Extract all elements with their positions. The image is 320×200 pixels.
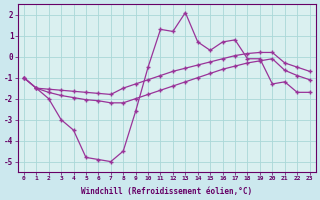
X-axis label: Windchill (Refroidissement éolien,°C): Windchill (Refroidissement éolien,°C) — [81, 187, 252, 196]
